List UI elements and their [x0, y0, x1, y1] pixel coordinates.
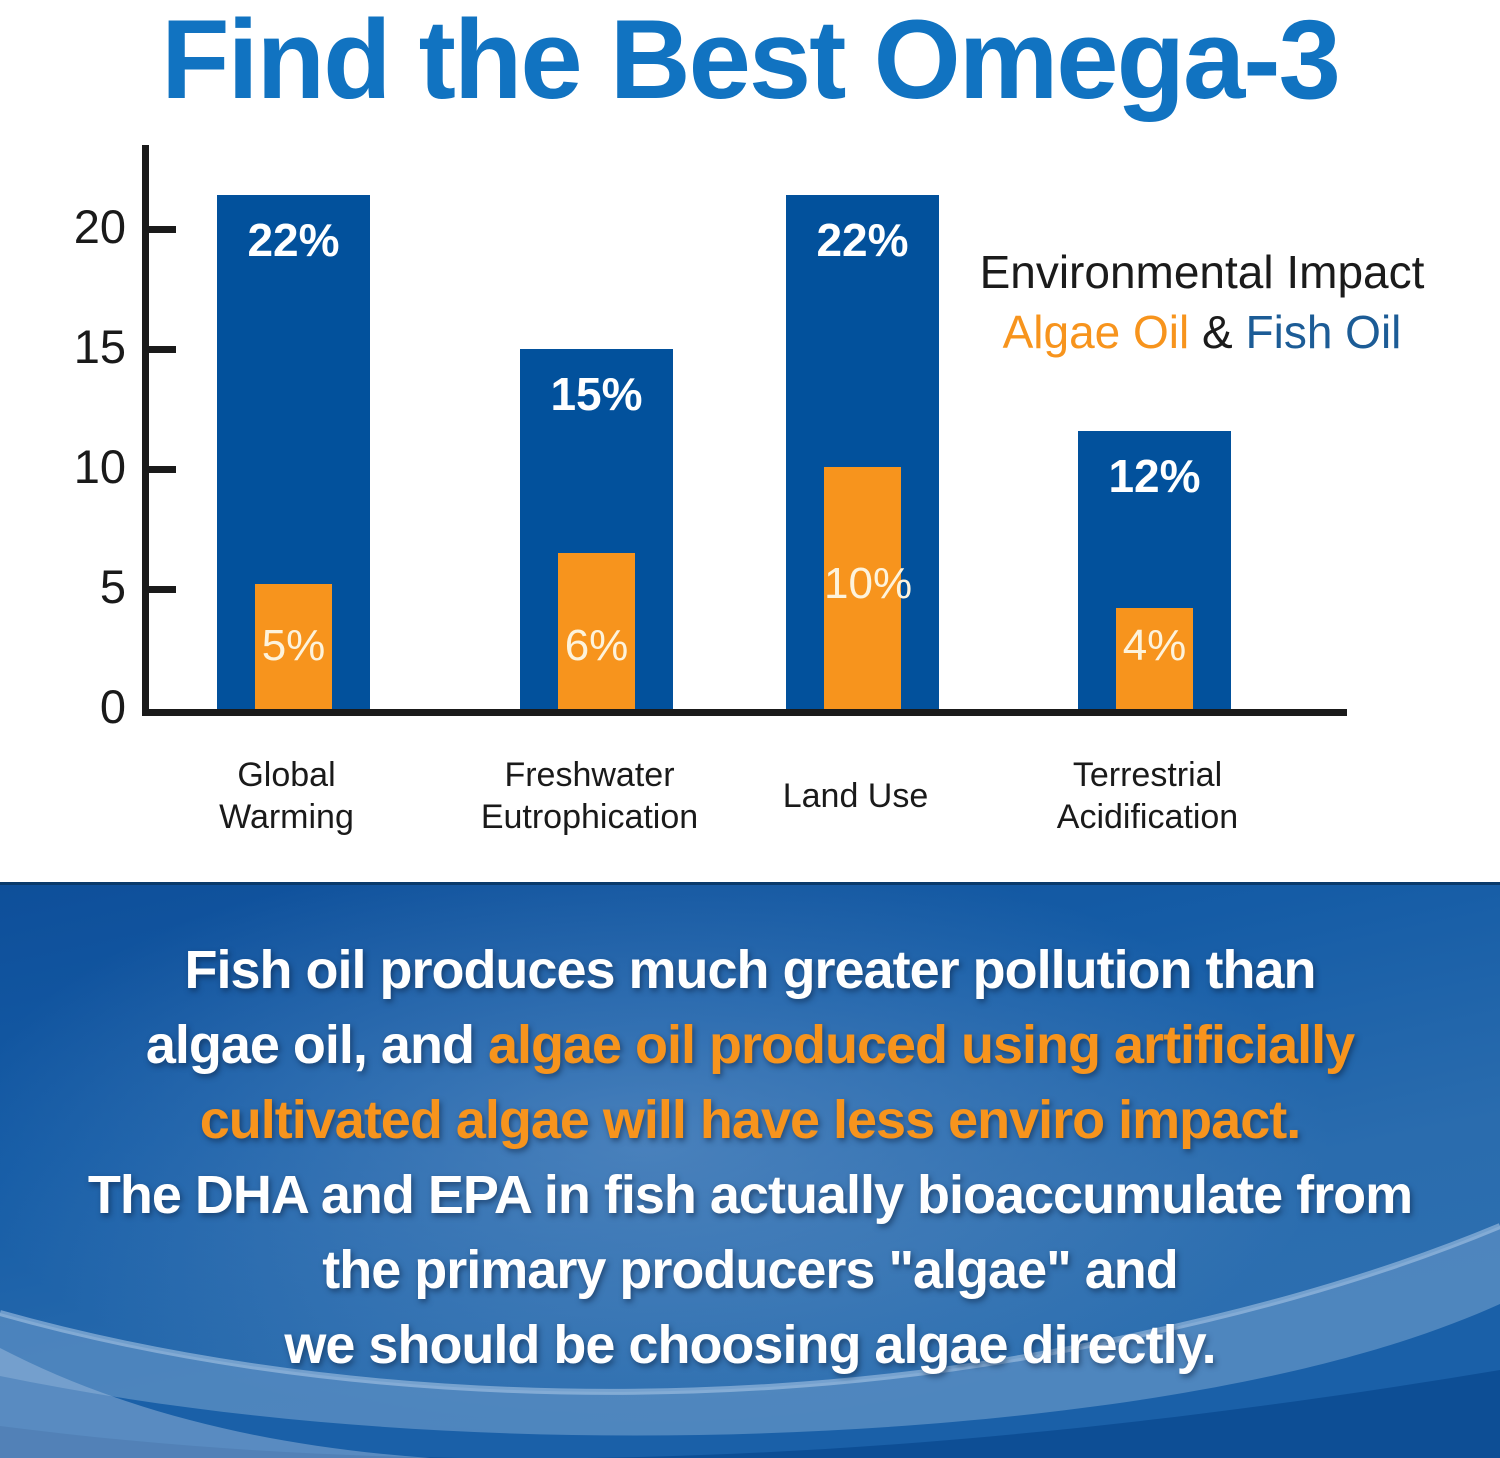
- footer-text-segment: algae oil produced using artificially: [487, 1015, 1355, 1076]
- y-tick-mark: [149, 585, 176, 593]
- footer-text-segment: The DHA and EPA in fish actually bioaccu…: [87, 1165, 1413, 1226]
- y-tick-label: 15: [73, 320, 126, 373]
- footer-line: The DHA and EPA in fish actually bioaccu…: [0, 1158, 1500, 1233]
- category-label: Freshwater Eutrophication: [440, 738, 740, 854]
- y-tick-label: 10: [73, 440, 126, 493]
- x-axis-labels: Global Warming Freshwater Eutrophication Lan…: [0, 738, 1500, 854]
- y-tick-label: 5: [99, 560, 126, 613]
- footer-line: the primary producers "algae" and: [0, 1233, 1500, 1308]
- wave-decoration: [0, 1223, 1500, 1458]
- footer-text-segment: we should be choosing algae directly.: [284, 1315, 1216, 1376]
- legend-fish-oil: Fish Oil: [1245, 305, 1402, 358]
- chart-legend: Environmental Impact Algae Oil & Fish Oi…: [952, 243, 1452, 363]
- chart-plot-area: 0 5 10 15 20 22% 5% 15% 6% 22% 10% 12% 4%: [74, 145, 1347, 733]
- y-tick-label: 20: [73, 200, 126, 253]
- category-label-line: Freshwater: [504, 755, 675, 794]
- footer-text-segment: cultivated algae will have less enviro i…: [199, 1090, 1301, 1151]
- algae-oil-bar-value: 10%: [824, 559, 913, 608]
- y-tick-mark: [149, 225, 176, 233]
- legend-algae-oil: Algae Oil: [1002, 305, 1190, 358]
- algae-oil-bar-value: 6%: [564, 621, 629, 670]
- footer-text-segment: algae oil, and: [145, 1015, 488, 1076]
- footer-panel: Fish oil produces much greater pollution…: [0, 882, 1500, 1458]
- footer-line: algae oil, and algae oil produced using …: [0, 1008, 1500, 1083]
- algae-oil-bar: 10%: [824, 466, 913, 709]
- category-label-line: Land Use: [782, 776, 929, 815]
- category-label-line: Warming: [219, 798, 354, 836]
- fish-oil-bar-value: 22%: [247, 214, 340, 267]
- footer-line: Fish oil produces much greater pollution…: [0, 933, 1500, 1008]
- fish-oil-bar-value: 12%: [1108, 449, 1201, 502]
- category-label-line: Eutrophication: [480, 798, 699, 836]
- algae-oil-bar-value: 5%: [261, 621, 326, 670]
- category-label: Global Warming: [137, 738, 437, 854]
- footer-text-segment: the primary producers "algae" and: [322, 1240, 1178, 1301]
- algae-oil-bar: 6%: [558, 553, 635, 709]
- footer-line: cultivated algae will have less enviro i…: [0, 1083, 1500, 1158]
- category-label: Terrestrial Acidification: [998, 738, 1298, 854]
- algae-oil-bar: 4%: [1116, 608, 1193, 709]
- category-label-line: Terrestrial: [1072, 755, 1223, 794]
- y-tick-mark: [149, 465, 176, 473]
- footer-text-block: Fish oil produces much greater pollution…: [0, 885, 1500, 1383]
- legend-title: Environmental Impact: [979, 246, 1425, 298]
- category-label: Land Use: [706, 738, 1006, 854]
- algae-oil-bar: 5%: [255, 584, 332, 709]
- category-label-line: Acidification: [1056, 798, 1239, 836]
- page-title: Find the Best Omega-3: [161, 0, 1341, 122]
- legend-series-line: Algae Oil & Fish Oil: [952, 303, 1452, 363]
- footer-line: we should be choosing algae directly.: [0, 1308, 1500, 1383]
- legend-separator: &: [1189, 305, 1246, 358]
- category-label-line: Global: [237, 755, 336, 794]
- fish-oil-bar-value: 22%: [816, 214, 909, 267]
- y-tick-mark: [149, 345, 176, 353]
- footer-text-segment: Fish oil produces much greater pollution…: [184, 940, 1316, 1000]
- y-tick-label: 0: [99, 680, 126, 733]
- fish-oil-bar-value: 15%: [550, 368, 643, 420]
- algae-oil-bar-value: 4%: [1122, 621, 1187, 670]
